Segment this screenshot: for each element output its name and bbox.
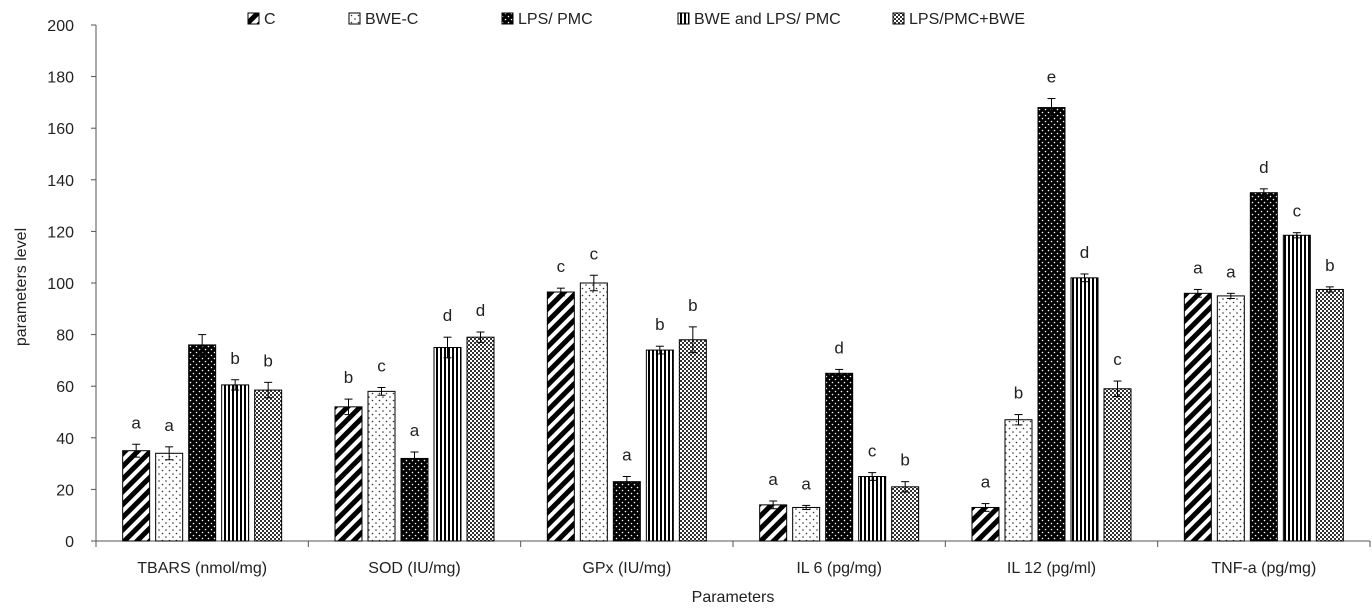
significance-label: a [131,413,141,432]
significance-label: c [1113,350,1122,369]
y-tick-label: 20 [56,482,74,499]
bar [891,486,920,542]
bar [1282,234,1311,542]
significance-label: a [981,473,991,492]
y-tick-label: 180 [47,70,74,87]
legend-entry: BWE and LPS/ PMC [694,11,841,28]
legend-swatch [501,12,514,25]
bar [334,406,363,542]
x-tick-label: IL 12 (pg/ml) [1007,560,1096,577]
y-tick-label: 60 [56,379,74,396]
bar [1249,192,1278,542]
bar [1315,288,1344,542]
significance-label: c [557,257,566,276]
bar [612,481,641,542]
bar [188,344,217,542]
significance-label: a [164,416,174,435]
bar [466,336,495,542]
bar [122,450,151,542]
bar [546,291,575,542]
bar [1216,295,1245,542]
significance-label: c [377,356,386,375]
y-tick-label: 200 [47,18,74,35]
legend-swatch [677,12,690,25]
bar [1183,292,1212,542]
y-tick-label: 160 [47,121,74,138]
significance-label: c [868,442,877,461]
significance-label: b [900,451,909,470]
significance-label: b [1014,384,1023,403]
bars: a a b b b c a d d c c a b b a a d c b a b e d c a a d c b [122,68,1344,542]
significance-label: d [476,301,485,320]
bar [759,504,788,542]
y-tick-label: 0 [65,534,74,551]
legend-entry: LPS/PMC+BWE [909,11,1025,28]
significance-label: b [344,368,353,387]
legend-entry: C [264,11,276,28]
significance-label: a [1193,258,1203,277]
x-tick-label: IL 6 (pg/mg) [796,560,882,577]
bar [792,506,821,542]
y-tick-label: 140 [47,173,74,190]
bar [221,384,250,542]
bar [858,476,887,542]
x-tick-label: TBARS (nmol/mg) [137,560,267,577]
x-tick-label: GPx (IU/mg) [582,560,671,577]
y-tick-label: 40 [56,431,74,448]
bar [825,372,854,542]
legend-swatch [892,12,905,25]
significance-label: c [590,244,599,263]
significance-label: a [622,446,632,465]
bar [367,390,396,542]
bar [1037,107,1066,542]
significance-label: b [230,349,239,368]
y-tick-label: 100 [47,276,74,293]
significance-label: b [688,296,697,315]
bar [254,389,283,542]
legend-swatch [247,12,260,25]
significance-label: d [1080,243,1089,262]
legend-entry: LPS/ PMC [518,11,593,28]
legend-entry: BWE-C [365,11,418,28]
y-tick-label: 120 [47,224,74,241]
bar [400,457,429,542]
significance-label: b [1325,256,1334,275]
significance-label: d [443,306,452,325]
significance-label: a [801,474,811,493]
x-tick-label: TNF-a (pg/mg) [1211,560,1316,577]
legend: C BWE-C LPS/ PMC BWE and LPS/ PMC LPS/PMC+BW… [247,11,1025,28]
significance-label: b [655,315,664,334]
bar [155,452,184,542]
significance-label: a [768,470,778,489]
bar [579,282,608,542]
x-tick-label: SOD (IU/mg) [368,560,460,577]
significance-label: b [263,351,272,370]
significance-label: a [410,421,420,440]
y-tick-label: 80 [56,328,74,345]
significance-label: a [1226,262,1236,281]
significance-label: d [834,338,843,357]
bar [1004,419,1033,542]
y-axis-label: parameters level [13,228,30,346]
bar [433,347,462,542]
x-axis-label: Parameters [692,589,775,606]
significance-label: d [1259,158,1268,177]
legend-swatch [348,12,361,25]
significance-label: c [1293,202,1302,221]
bar [678,339,707,542]
bar [645,349,674,542]
y-axis: 0 20 40 60 80 100 120 140 160 180 200 [47,18,97,551]
x-axis: TBARS (nmol/mg) SOD (IU/mg) GPx (IU/mg) IL … [95,540,1371,577]
bar [1103,388,1132,542]
bar [971,506,1000,542]
significance-label: e [1047,68,1056,87]
bar [1070,277,1099,542]
